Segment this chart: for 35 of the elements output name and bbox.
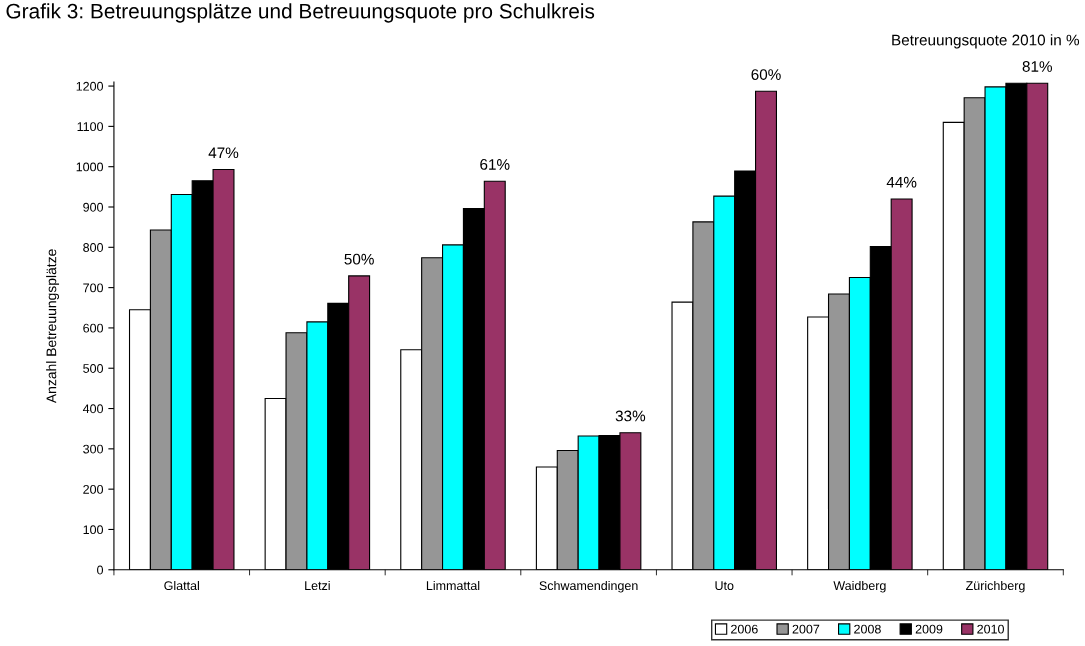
y-tick-label: 0	[97, 565, 104, 575]
y-axis-title: Anzahl Betreuungsplätze	[46, 249, 60, 404]
y-tick-label: 300	[83, 444, 104, 454]
annotation: 33%	[615, 410, 646, 422]
y-tick-label: 800	[83, 243, 104, 252]
legend-label: 2008	[854, 624, 881, 634]
x-tick-label: Glattal	[164, 580, 199, 591]
x-tick-label: Zürichberg	[966, 580, 1025, 593]
y-tick-label: 900	[83, 202, 104, 212]
legend-label: 2009	[915, 624, 943, 634]
y-tick-label: 200	[83, 484, 104, 494]
text: 60%	[751, 69, 781, 80]
annotation: 47%	[208, 147, 239, 159]
text: 81%	[1022, 61, 1053, 72]
legend-label: 2007	[792, 624, 820, 634]
chart-title: Grafik 3: Betreuungsplätze und Betreuungsquote pro Schulkreis	[6, 3, 595, 23]
y-tick-label: 1100	[77, 122, 104, 132]
text: Betreuungsquote 2010 in %	[892, 34, 1080, 49]
x-tick-label: Waidberg	[833, 580, 886, 593]
annotation: 61%	[480, 159, 510, 170]
y-tick-label: 400	[82, 404, 104, 414]
y-tick-label: 500	[83, 364, 104, 373]
annotation: 44%	[886, 176, 917, 188]
legend-label: 2006	[731, 624, 758, 634]
x-tick-label: Limmattal	[426, 580, 480, 591]
y-tick-label: 700	[83, 283, 104, 293]
y-tick-label: 100	[83, 525, 104, 535]
y-tick-label: 1000	[76, 162, 104, 172]
y-tick-label: 1200	[76, 81, 104, 91]
y-tick-label: 600	[83, 323, 104, 333]
x-tick-label: Letzi	[305, 580, 330, 591]
x-tick-label: Uto	[715, 581, 734, 591]
x-tick-label: Schwamendingen	[539, 580, 638, 593]
annotation: 50%	[344, 253, 374, 265]
legend-label: 2010	[977, 624, 1004, 634]
